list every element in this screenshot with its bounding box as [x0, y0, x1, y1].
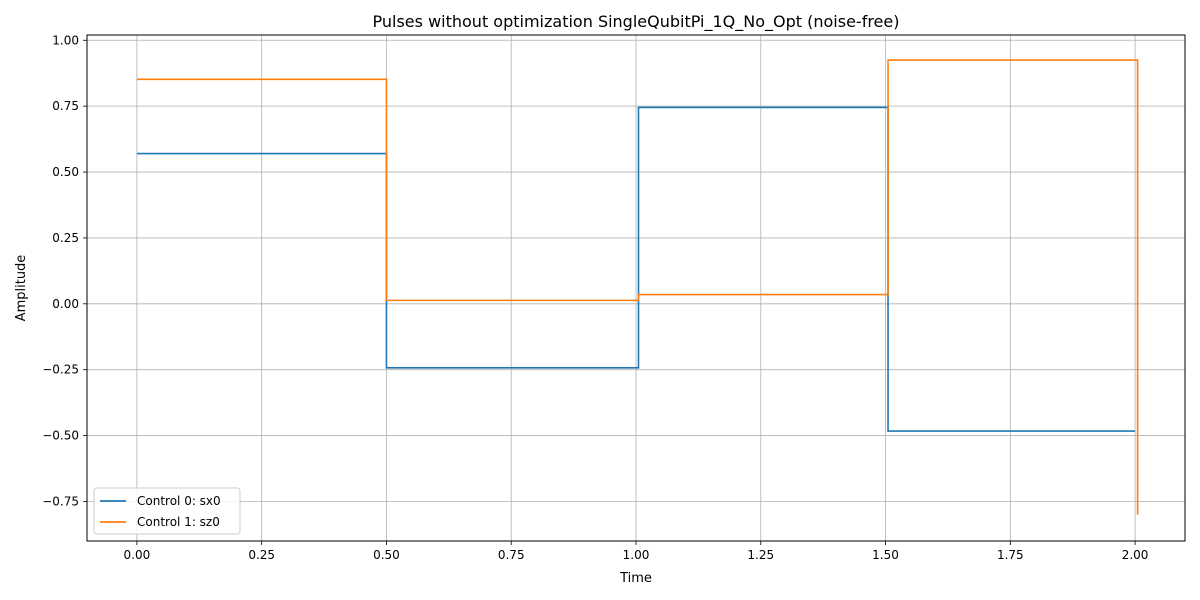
x-tick-label: 1.75 — [997, 548, 1024, 562]
y-axis-ticks: −0.75 −0.50 −0.25 0.00 0.25 0.50 0.75 1.00 — [42, 33, 87, 508]
x-tick-label: 1.50 — [872, 548, 899, 562]
y-tick-label: 0.50 — [52, 165, 79, 179]
x-tick-label: 0.00 — [124, 548, 151, 562]
y-tick-label: −0.75 — [42, 494, 79, 508]
series-lines — [136, 59, 1139, 515]
series-line-1 — [136, 59, 1139, 515]
legend-box — [93, 487, 241, 535]
y-tick-label: 0.75 — [52, 99, 79, 113]
x-tick-label: 1.00 — [623, 548, 650, 562]
legend-label: Control 0: sx0 — [137, 494, 221, 508]
x-axis-ticks: 0.00 0.25 0.50 0.75 1.00 1.25 1.50 1.75 2.00 — [124, 541, 1149, 562]
y-tick-label: −0.25 — [42, 363, 79, 377]
x-tick-label: 0.50 — [373, 548, 400, 562]
y-tick-label: −0.50 — [42, 429, 79, 443]
chart-title: Pulses without optimization SingleQubitP… — [373, 12, 900, 32]
y-axis-label: Amplitude — [14, 255, 29, 322]
x-axis-label: Time — [619, 571, 652, 586]
y-tick-label: 1.00 — [52, 33, 79, 47]
x-tick-label: 1.25 — [747, 548, 774, 562]
x-tick-label: 2.00 — [1122, 548, 1149, 562]
y-tick-label: 0.00 — [52, 297, 79, 311]
y-tick-label: 0.25 — [52, 231, 79, 245]
x-tick-label: 0.75 — [498, 548, 525, 562]
legend-label: Control 1: sz0 — [137, 515, 220, 529]
x-tick-label: 0.25 — [248, 548, 275, 562]
legend: Control 0: sx0 Control 1: sz0 — [93, 487, 241, 535]
